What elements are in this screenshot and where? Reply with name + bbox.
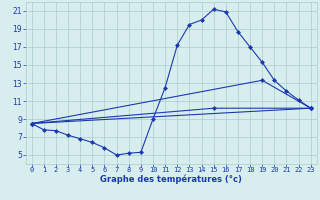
X-axis label: Graphe des températures (°c): Graphe des températures (°c) (100, 175, 242, 184)
